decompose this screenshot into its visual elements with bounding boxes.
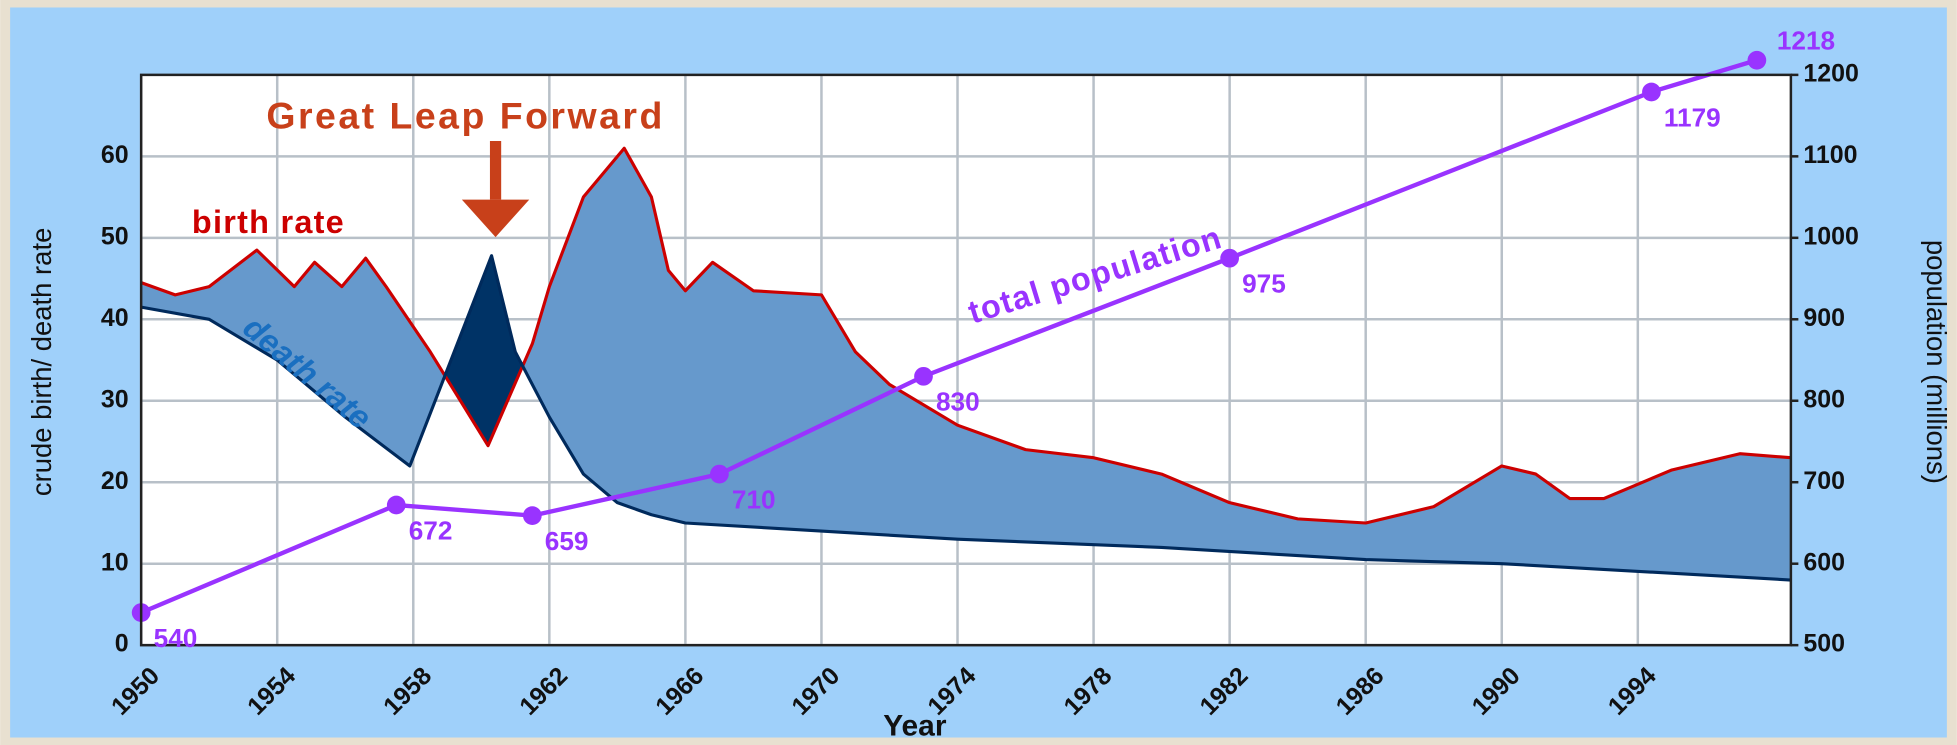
y2-tick-label: 1100 (1803, 141, 1857, 169)
point (1747, 50, 1767, 70)
data-label: 975 (1242, 269, 1286, 299)
y-tick-label: 60 (101, 141, 129, 169)
annotation-arrowhead (461, 199, 530, 238)
data-label: 830 (936, 387, 980, 417)
data-label: 710 (732, 484, 776, 514)
y-tick-label: 30 (101, 385, 129, 413)
y2-tick-label: 1000 (1803, 222, 1858, 250)
plot-border (139, 73, 1793, 647)
y-tick-label: 0 (115, 630, 129, 658)
series-line (140, 58, 1758, 615)
data-label: 1179 (1664, 102, 1721, 132)
series-line (140, 254, 1791, 582)
point (522, 506, 542, 525)
data-label: 672 (409, 515, 453, 545)
y2-tick-label: 900 (1803, 304, 1845, 332)
x-axis-label: Year (883, 709, 947, 742)
y-tick-label: 10 (101, 548, 129, 576)
y-axis-label: crude birth/ death rate (26, 228, 57, 496)
point (1220, 248, 1239, 268)
labels: 1950 1954 1958 1962 1966 1970 1974 1978 1982 1986… (101, 26, 1859, 721)
y2-tick-label: 500 (1803, 630, 1845, 658)
y2-tick-label: 800 (1803, 385, 1845, 413)
y2-axis-label: population (millions) (1921, 240, 1952, 484)
y-tick-label: 40 (101, 304, 129, 332)
series-label: birth rate (192, 204, 345, 240)
point (914, 366, 933, 386)
data-label: 659 (545, 526, 589, 556)
y2-tick-label: 600 (1803, 548, 1845, 576)
series-line (140, 146, 1792, 525)
lines (131, 50, 1792, 622)
data-label: 540 (154, 623, 198, 653)
point (710, 464, 729, 484)
annotation: Great Leap Forward (266, 94, 664, 136)
data-label: 1218 (1777, 26, 1835, 56)
y2-tick-label: 1200 (1803, 59, 1858, 87)
y-tick-label: 20 (101, 467, 129, 495)
point (1642, 82, 1661, 102)
y2-tick-label: 700 (1803, 467, 1845, 495)
point (386, 495, 406, 515)
y-tick-label: 50 (101, 222, 129, 250)
